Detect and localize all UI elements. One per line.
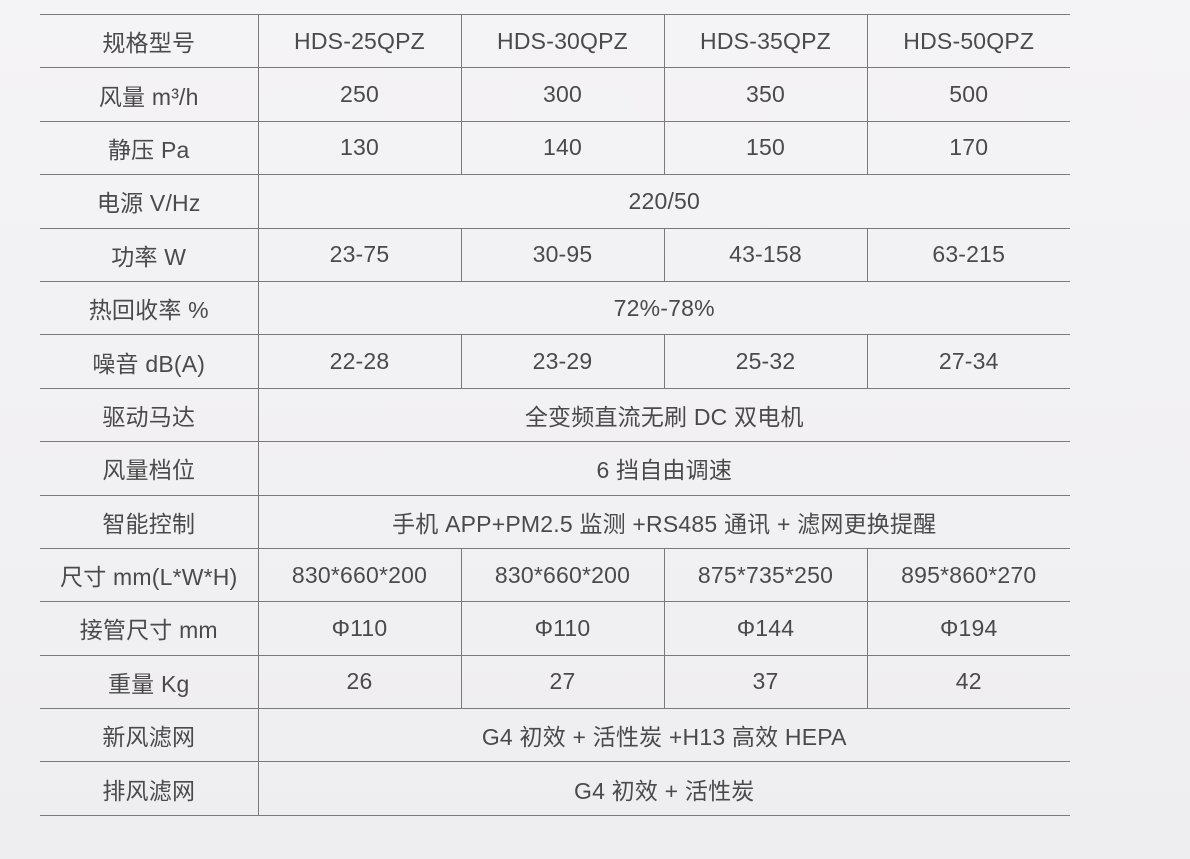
- merged-value-cell: 手机 APP+PM2.5 监测 +RS485 通讯 + 滤网更换提醒: [257, 495, 1070, 549]
- table-row: 风量档位 6 挡自由调速: [40, 441, 1070, 496]
- value-cell: 170: [866, 121, 1070, 176]
- row-label: 热回收率 %: [40, 281, 258, 336]
- value-cell: HDS-50QPZ: [866, 13, 1070, 69]
- row-label: 接管尺寸 mm: [40, 601, 258, 656]
- row-label: 重量 Kg: [40, 655, 258, 710]
- value-cell: 42: [866, 655, 1070, 710]
- table-row: 尺寸 mm(L*W*H) 830*660*200 830*660*200 875*73…: [40, 548, 1070, 603]
- value-cell: 830*660*200: [460, 548, 664, 603]
- value-cell: Φ144: [663, 601, 867, 656]
- table-row: 电源 V/Hz 220/50: [40, 174, 1070, 229]
- value-cell: 350: [663, 67, 867, 122]
- value-cell: Φ194: [866, 601, 1070, 656]
- row-label: 驱动马达: [40, 388, 258, 443]
- row-label: 智能控制: [40, 495, 258, 549]
- merged-value-cell: 220/50: [257, 174, 1070, 229]
- spec-table-body: 规格型号 HDS-25QPZ HDS-30QPZ HDS-35QPZ HDS-50QPZ…: [40, 13, 1070, 816]
- value-cell: Φ110: [257, 601, 461, 656]
- value-cell: 25-32: [663, 334, 867, 389]
- table-row: 风量 m³/h 250 300 350 500: [40, 67, 1070, 122]
- row-label: 尺寸 mm(L*W*H): [40, 548, 258, 603]
- value-cell: 26: [257, 655, 461, 710]
- row-label: 新风滤网: [40, 708, 258, 763]
- table-row: 静压 Pa 130 140 150 170: [40, 121, 1070, 176]
- table-row: 重量 Kg 26 27 37 42: [40, 655, 1070, 710]
- row-label: 排风滤网: [40, 761, 258, 816]
- value-cell: 150: [663, 121, 867, 176]
- value-cell: 300: [460, 67, 664, 122]
- merged-value-cell: G4 初效 + 活性炭: [257, 761, 1070, 816]
- value-cell: 43-158: [663, 228, 867, 282]
- value-cell: 140: [460, 121, 664, 176]
- value-cell: 500: [866, 67, 1070, 122]
- row-label: 功率 W: [40, 228, 258, 282]
- value-cell: 30-95: [460, 228, 664, 282]
- value-cell: HDS-35QPZ: [663, 13, 867, 69]
- row-label: 风量档位: [40, 441, 258, 496]
- merged-value-cell: 全变频直流无刷 DC 双电机: [257, 388, 1070, 443]
- table-row: 接管尺寸 mm Φ110 Φ110 Φ144 Φ194: [40, 601, 1070, 656]
- value-cell: 63-215: [866, 228, 1070, 282]
- table-row: 噪音 dB(A) 22-28 23-29 25-32 27-34: [40, 334, 1070, 389]
- value-cell: 895*860*270: [866, 548, 1070, 603]
- merged-value-cell: 72%-78%: [257, 281, 1070, 336]
- value-cell: 22-28: [257, 334, 461, 389]
- merged-value-cell: G4 初效 + 活性炭 +H13 高效 HEPA: [257, 708, 1070, 763]
- table-row: 驱动马达 全变频直流无刷 DC 双电机: [40, 388, 1070, 443]
- value-cell: 130: [257, 121, 461, 176]
- table-row: 规格型号 HDS-25QPZ HDS-30QPZ HDS-35QPZ HDS-50QPZ: [40, 13, 1070, 69]
- value-cell: HDS-25QPZ: [257, 13, 461, 69]
- value-cell: 27: [460, 655, 664, 710]
- value-cell: 250: [257, 67, 461, 122]
- table-row: 热回收率 % 72%-78%: [40, 281, 1070, 336]
- table-row: 新风滤网 G4 初效 + 活性炭 +H13 高效 HEPA: [40, 708, 1070, 763]
- row-label: 电源 V/Hz: [40, 174, 258, 229]
- merged-value-cell: 6 挡自由调速: [257, 441, 1070, 496]
- value-cell: 23-29: [460, 334, 664, 389]
- row-label: 规格型号: [40, 13, 258, 69]
- value-cell: 27-34: [866, 334, 1070, 389]
- row-label: 静压 Pa: [40, 121, 258, 176]
- spec-table: 规格型号 HDS-25QPZ HDS-30QPZ HDS-35QPZ HDS-50QPZ…: [40, 13, 1070, 816]
- value-cell: 37: [663, 655, 867, 710]
- value-cell: 23-75: [257, 228, 461, 282]
- row-label: 风量 m³/h: [40, 67, 258, 122]
- value-cell: 830*660*200: [257, 548, 461, 603]
- value-cell: HDS-30QPZ: [460, 13, 664, 69]
- table-row: 功率 W 23-75 30-95 43-158 63-215: [40, 228, 1070, 282]
- table-row: 智能控制 手机 APP+PM2.5 监测 +RS485 通讯 + 滤网更换提醒: [40, 495, 1070, 549]
- table-row: 排风滤网 G4 初效 + 活性炭: [40, 761, 1070, 816]
- value-cell: 875*735*250: [663, 548, 867, 603]
- row-label: 噪音 dB(A): [40, 334, 258, 389]
- value-cell: Φ110: [460, 601, 664, 656]
